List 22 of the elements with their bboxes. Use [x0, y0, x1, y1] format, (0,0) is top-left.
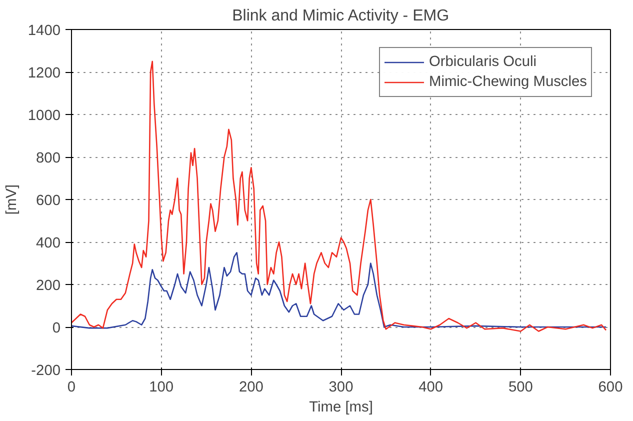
y-tick-label: 200	[36, 278, 61, 294]
chart-title: Blink and Mimic Activity - EMG	[232, 8, 450, 24]
x-tick-label: 200	[238, 380, 264, 396]
legend-label: Mimic-Chewing Muscles	[429, 74, 587, 90]
x-tick-label: 300	[328, 380, 354, 396]
line-series	[72, 252, 607, 329]
y-tick-label: 1400	[28, 23, 61, 39]
y-tick-label: 1200	[28, 66, 61, 82]
y-tick-label: 1000	[28, 108, 61, 124]
y-tick-label: -200	[31, 363, 61, 379]
x-tick-label: 400	[418, 380, 444, 396]
x-tick-label: 500	[508, 380, 533, 396]
x-tick-label: 100	[149, 380, 174, 396]
y-tick-label: 0	[52, 320, 61, 336]
x-tick-label: 600	[598, 380, 623, 396]
y-axis-title: [mV]	[4, 184, 20, 215]
y-tick-label: 400	[36, 236, 61, 252]
legend-label: Orbicularis Oculi	[429, 54, 537, 70]
y-tick-label: 600	[36, 193, 61, 209]
x-tick-label: 0	[67, 380, 76, 396]
y-tick-label: 800	[36, 150, 61, 166]
x-axis-title: Time [ms]	[309, 400, 373, 416]
